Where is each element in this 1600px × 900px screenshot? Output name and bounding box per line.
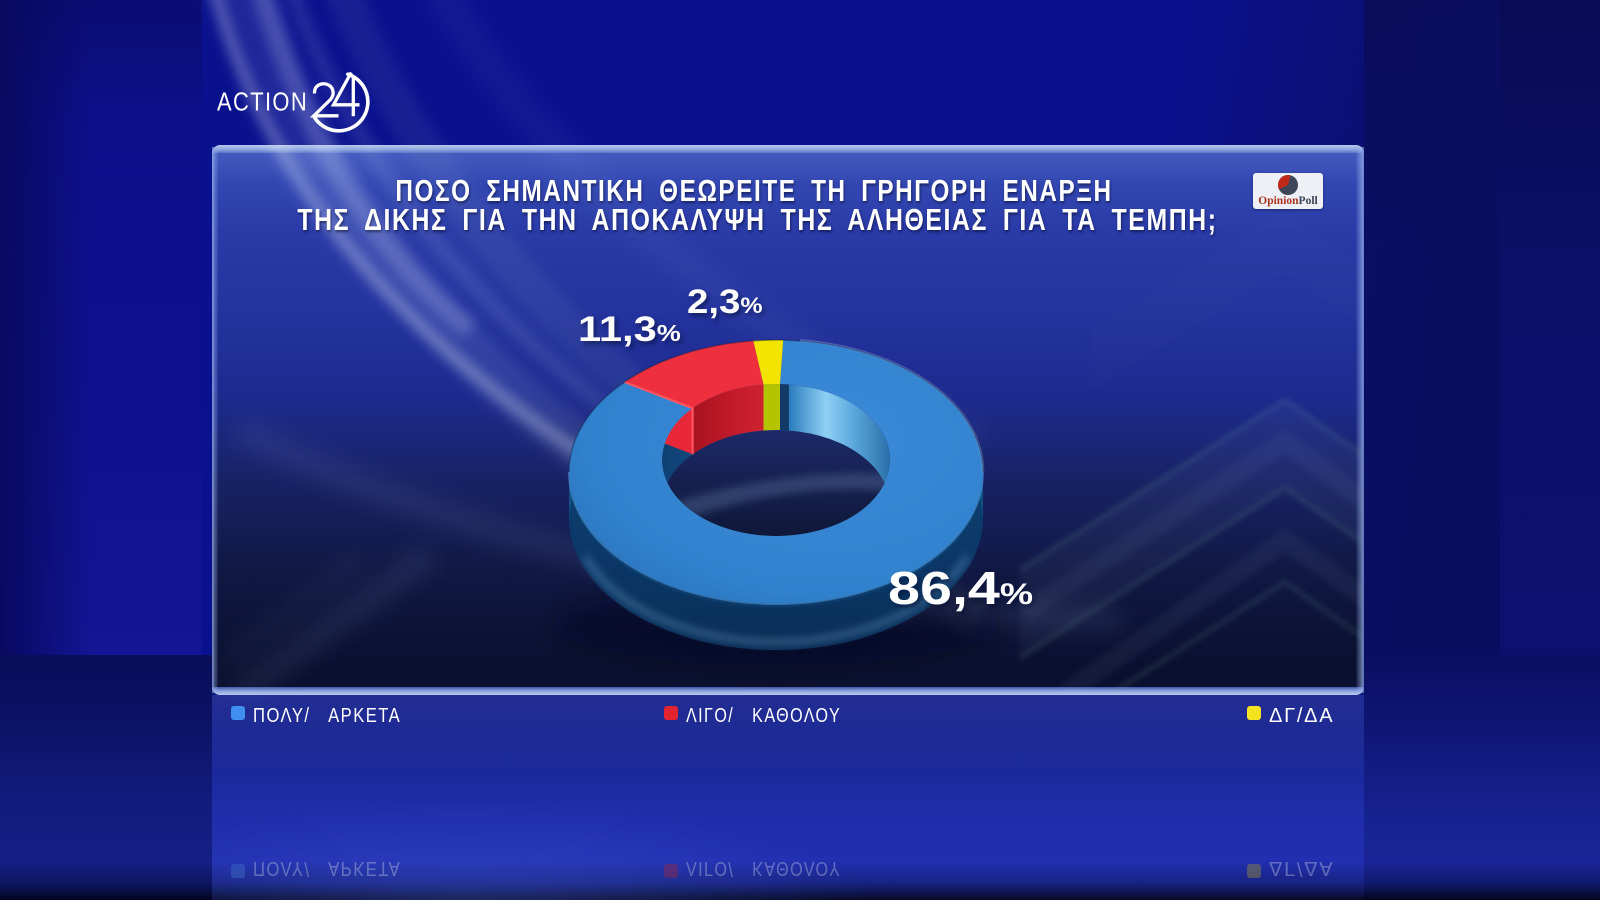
svg-text:ACTION: ACTION: [217, 88, 308, 117]
